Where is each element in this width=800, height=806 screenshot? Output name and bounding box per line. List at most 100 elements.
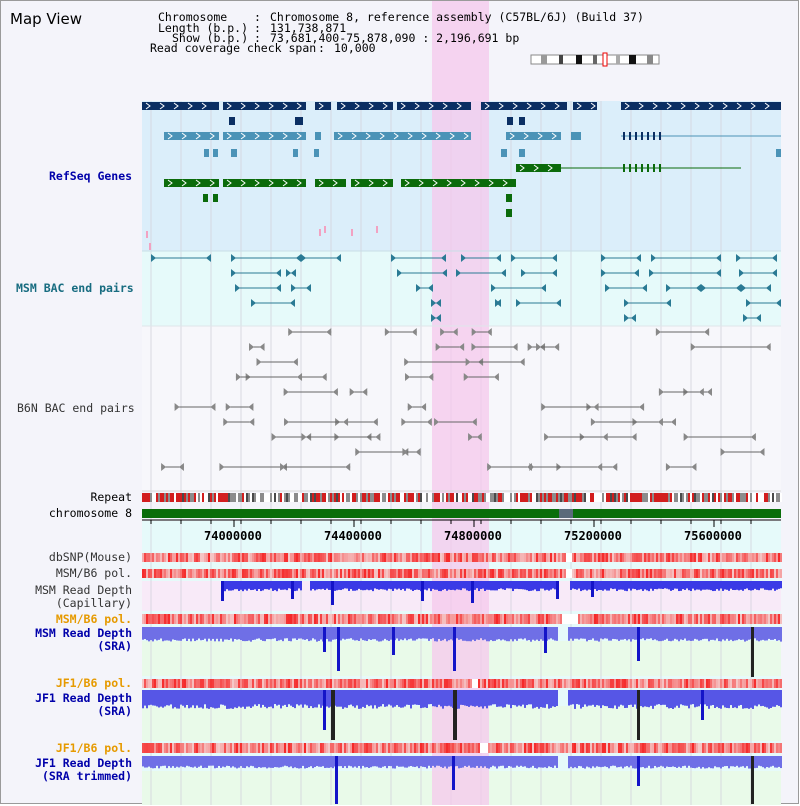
heat-cell (718, 743, 720, 753)
heat-cell (712, 569, 714, 578)
heat-cell (356, 569, 358, 578)
track-label-jf1-b6-pol-2[interactable]: JF1/B6 pol. (55, 741, 132, 755)
repeat-segment (226, 493, 228, 502)
heat-cell (148, 614, 150, 624)
repeat-segment (476, 493, 478, 502)
repeat-segment (434, 493, 436, 502)
depth-bar (610, 690, 612, 709)
depth-bar (344, 581, 346, 589)
depth-bar (600, 756, 602, 768)
heat-cell (156, 743, 158, 753)
heat-cell (572, 569, 574, 578)
heat-cell (268, 553, 270, 562)
heat-cell (238, 743, 240, 753)
heat-cell (178, 743, 180, 753)
heat-cell (356, 679, 358, 688)
track-label-jf1-depth-sra[interactable]: JF1 Read Depth (SRA) (35, 691, 132, 718)
track-label-b6n-bac[interactable]: B6N BAC end pairs (17, 401, 135, 415)
track-label-dbsnp[interactable]: dbSNP(Mouse) (48, 550, 132, 564)
depth-bar (622, 581, 624, 590)
depth-bar (722, 756, 724, 767)
depth-bar (448, 581, 450, 590)
msm-bac-end (496, 299, 501, 307)
track-label-msm-bac[interactable]: MSM BAC end pairs (16, 281, 134, 295)
heat-cell (192, 743, 194, 753)
heat-cell (554, 679, 556, 688)
depth-bar (174, 756, 176, 768)
track-label-repeat[interactable]: Repeat (90, 490, 132, 504)
depth-bar (692, 581, 694, 589)
b6n-bac-end (249, 418, 255, 426)
heat-cell (684, 569, 686, 578)
depth-bar (194, 627, 196, 642)
heat-cell (362, 614, 364, 624)
depth-bar (242, 756, 244, 768)
repeat-segment (172, 493, 174, 502)
heat-cell (454, 679, 456, 688)
heat-cell (704, 569, 706, 578)
depth-bar (690, 756, 692, 768)
depth-bar (724, 581, 726, 590)
heat-cell (346, 553, 348, 562)
heat-cell (526, 743, 528, 753)
track-label-msm-depth-sra[interactable]: MSM Read Depth (SRA) (35, 626, 132, 653)
depth-bar (710, 627, 712, 640)
heat-cell (154, 569, 156, 578)
depth-bar (416, 581, 418, 590)
depth-bar (212, 756, 214, 766)
repeat-segment (354, 493, 356, 502)
heat-cell (648, 553, 650, 562)
depth-bar (778, 627, 780, 641)
heat-cell (680, 614, 682, 624)
track-label-jf1-depth-trimmed[interactable]: JF1 Read Depth (SRA trimmed) (35, 756, 132, 783)
depth-bar (610, 627, 612, 641)
heat-cell (390, 569, 392, 578)
depth-bar (750, 690, 752, 708)
heat-cell (426, 569, 428, 578)
gene-exon (629, 164, 631, 172)
track-label-refseq[interactable]: RefSeq Genes (49, 169, 133, 183)
track-label-jf1-b6-pol-1[interactable]: JF1/B6 pol. (55, 676, 132, 690)
heat-cell (588, 569, 590, 578)
heat-cell (724, 614, 726, 624)
depth-bar (324, 581, 326, 590)
repeat-segment (680, 493, 682, 502)
depth-bar (346, 756, 348, 769)
gene-exon (629, 132, 631, 140)
heat-cell (182, 569, 184, 578)
heat-cell (628, 614, 630, 624)
depth-bar (390, 756, 392, 767)
msm-bac-end (739, 269, 744, 277)
depth-bar (332, 627, 334, 640)
heat-cell (248, 614, 250, 624)
heat-cell (450, 569, 452, 578)
depth-bar (406, 627, 408, 641)
depth-bar (534, 627, 536, 641)
repeat-segment (420, 493, 422, 502)
track-label-msm-depth-capillary[interactable]: MSM Read Depth (Capillary) (35, 583, 132, 610)
heat-cell (654, 553, 656, 562)
heat-cell (656, 553, 658, 562)
depth-bar (696, 756, 698, 768)
gene-arrow (456, 102, 462, 110)
depth-bar (232, 581, 234, 591)
depth-bar (480, 627, 482, 639)
gene-arrow (382, 102, 388, 110)
depth-bar (464, 756, 466, 766)
heat-cell (724, 569, 726, 578)
depth-bar (440, 690, 442, 707)
track-label-msm-b6-pol-2[interactable]: MSM/B6 pol. (55, 612, 132, 626)
heat-cell (436, 743, 438, 753)
heat-cell (468, 614, 470, 624)
gene-arrow (708, 102, 714, 110)
heat-cell (432, 614, 434, 624)
depth-bar (614, 581, 616, 589)
track-label-msm-b6-pol-1[interactable]: MSM/B6 pol. (55, 566, 132, 580)
track-label-chromosome[interactable]: chromosome 8 (48, 506, 132, 520)
heat-cell (634, 679, 636, 688)
heat-cell (292, 743, 294, 753)
depth-bar (248, 627, 250, 641)
heat-cell (430, 569, 432, 578)
heat-cell (756, 614, 758, 624)
